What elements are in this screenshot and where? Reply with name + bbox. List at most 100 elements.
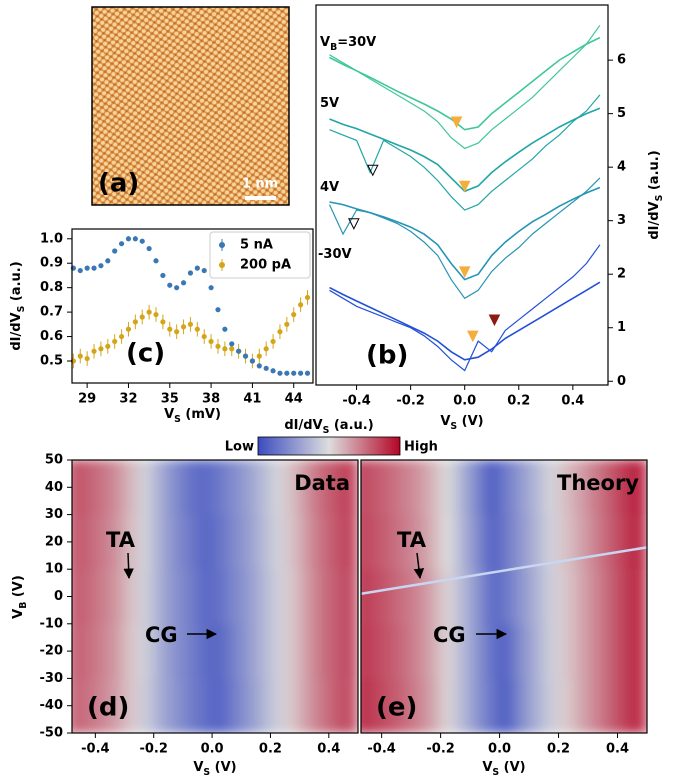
heatmap-cell	[299, 568, 315, 625]
annotation: CG	[433, 623, 466, 647]
y-axis-label-part: (a.u.)	[9, 261, 24, 305]
y-tick-label: -40	[40, 698, 64, 713]
point	[160, 272, 166, 279]
heatmap-cell	[425, 460, 442, 516]
heatmap-cell	[196, 568, 213, 625]
point	[180, 324, 187, 330]
point	[77, 353, 83, 359]
heatmap-cell	[361, 568, 368, 625]
y-axis-label-part: V	[11, 609, 26, 619]
panel-label: (c)	[126, 339, 165, 369]
heatmap-cell	[410, 460, 427, 516]
heatmap-cell	[226, 514, 242, 570]
heatmap-cell	[572, 677, 589, 733]
heatmap-cell	[269, 623, 286, 679]
x-tick-label: -0.4	[81, 742, 109, 757]
point	[263, 346, 269, 352]
point	[222, 346, 228, 352]
point	[167, 282, 173, 288]
y-tick-label: 0	[54, 589, 63, 604]
x-axis-label-part: (V)	[499, 760, 525, 775]
point	[201, 267, 207, 274]
point	[132, 319, 138, 325]
heatmap-cell	[255, 623, 271, 679]
heatmap-cell	[255, 460, 271, 516]
point	[139, 238, 145, 244]
heatmap-cell	[94, 460, 111, 516]
heatmap-cell	[109, 514, 126, 570]
arrow	[413, 552, 425, 580]
point	[256, 363, 262, 369]
panel-label: (e)	[376, 693, 417, 723]
point	[291, 311, 297, 318]
point	[180, 280, 187, 286]
heatmap-cell	[328, 568, 344, 625]
heatmap-cell	[72, 514, 82, 570]
y-tick-label: -30	[40, 671, 64, 686]
plot-frame	[315, 4, 609, 386]
x-axis-label-part: S	[203, 767, 210, 778]
point	[125, 326, 132, 332]
y-axis-label-part: dI/dV	[9, 312, 24, 350]
heatmap-cell	[617, 623, 633, 679]
y-axis-label-part: (V)	[11, 575, 26, 601]
y-tick-label: -10	[40, 616, 64, 631]
point	[153, 258, 159, 264]
heatmap-cell	[94, 677, 111, 733]
heatmap-cell	[484, 623, 501, 679]
heatmap-cell	[167, 623, 184, 679]
heatmap-cell	[558, 677, 574, 733]
heatmap-cell	[138, 677, 155, 733]
x-axis-label-part: (V)	[210, 760, 236, 775]
heatmap-cell	[499, 677, 515, 733]
heatmap-cell	[72, 623, 82, 679]
heatmap-cell	[182, 460, 198, 516]
heatmap-cell	[587, 460, 604, 516]
heatmap-cell	[395, 568, 412, 625]
feature-marker	[458, 180, 471, 193]
heatmap-cell	[366, 460, 383, 516]
heatmap-cell	[124, 568, 140, 625]
heatmap-cell	[513, 568, 530, 625]
heatmap-cell	[558, 623, 574, 679]
point	[125, 236, 132, 242]
heatmap-cell	[366, 514, 383, 570]
y-axis-label: dI/dVS (a.u.)	[9, 261, 28, 350]
curve-label-part: 5V	[320, 96, 339, 111]
heatmap-cell	[617, 677, 633, 733]
heatmap-cell	[572, 460, 589, 516]
heatmap-cell	[499, 514, 515, 570]
heatmap-cell	[342, 623, 358, 679]
heatmap-cell	[528, 460, 545, 516]
heatmap-cell	[395, 514, 412, 570]
point	[174, 329, 180, 335]
heatmap-cell	[469, 460, 486, 516]
point	[270, 368, 276, 374]
heatmap-cell	[631, 677, 647, 733]
legend-marker	[219, 242, 225, 248]
heatmap-cell	[587, 623, 604, 679]
heatmap-cell	[602, 677, 619, 733]
x-tick-label: 0.0	[201, 742, 224, 757]
feature-marker	[348, 218, 360, 230]
heatmap-cell	[313, 514, 330, 570]
annotation: TA	[397, 528, 427, 552]
heatmap-cell	[299, 623, 315, 679]
heatmap-clip	[72, 460, 358, 733]
heatmap-cell	[211, 514, 228, 570]
heatmap	[72, 460, 358, 733]
feature-marker	[467, 330, 479, 343]
heatmap-cell	[240, 514, 257, 570]
heatmap-cell	[454, 568, 471, 625]
point	[277, 329, 283, 335]
heatmap-cell	[138, 514, 155, 570]
heatmap-cell	[284, 514, 301, 570]
point	[105, 258, 111, 264]
heatmap-cell	[543, 514, 560, 570]
point	[91, 348, 97, 354]
point	[249, 358, 256, 364]
plot-frame	[71, 228, 314, 384]
heatmap-cell	[240, 568, 257, 625]
heatmap-cell	[631, 514, 647, 570]
